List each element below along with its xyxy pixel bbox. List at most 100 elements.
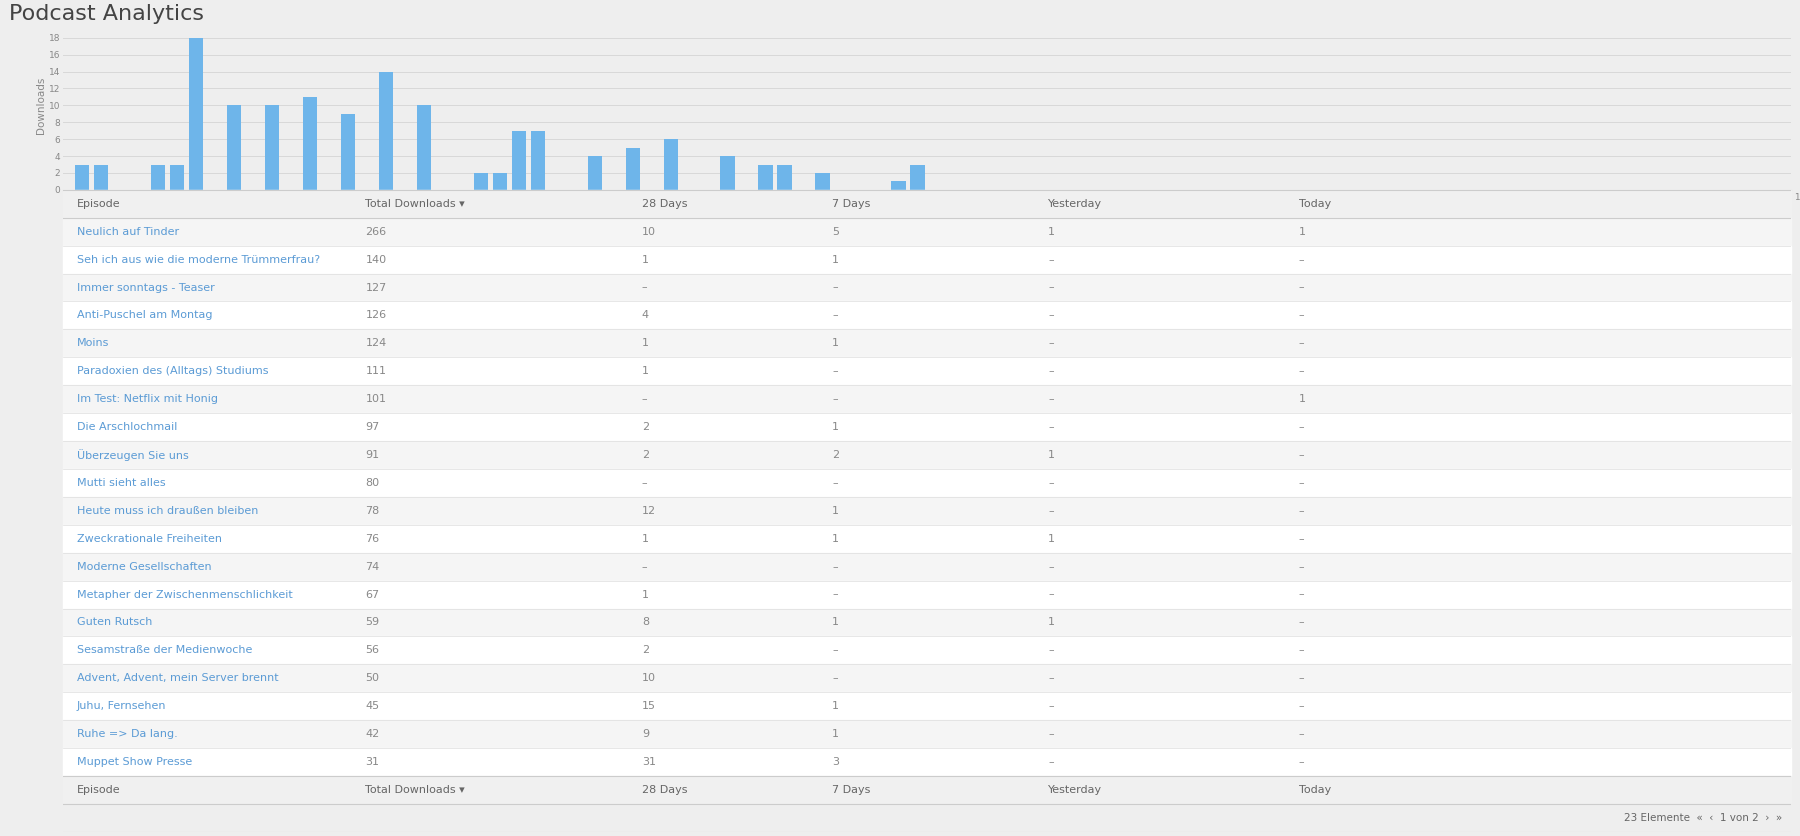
- Text: –: –: [1298, 645, 1305, 655]
- Text: 23 Elemente  «  ‹  1 von 2  ›  »: 23 Elemente « ‹ 1 von 2 › »: [1624, 813, 1782, 823]
- Text: 1: 1: [643, 533, 648, 543]
- Bar: [63, 357, 1791, 385]
- Text: –: –: [1048, 506, 1053, 516]
- Text: 2: 2: [643, 422, 650, 432]
- Bar: [63, 302, 1791, 329]
- Text: Seh ich aus wie die moderne Trümmerfrau?: Seh ich aus wie die moderne Trümmerfrau?: [77, 255, 320, 265]
- Text: 1: 1: [832, 701, 839, 711]
- Text: Total Downloads ▾: Total Downloads ▾: [365, 785, 464, 795]
- Text: 124: 124: [365, 339, 387, 349]
- Text: 4: 4: [643, 310, 650, 320]
- Bar: [587, 156, 601, 190]
- Text: –: –: [1298, 310, 1305, 320]
- Text: 1: 1: [1048, 227, 1055, 237]
- Text: 28 Days: 28 Days: [643, 199, 688, 209]
- Text: –: –: [1048, 701, 1053, 711]
- Bar: [63, 748, 1791, 776]
- Text: 31: 31: [643, 757, 655, 767]
- Text: 91: 91: [365, 450, 380, 460]
- Text: –: –: [1048, 589, 1053, 599]
- Bar: [63, 329, 1791, 357]
- Text: –: –: [1298, 757, 1305, 767]
- Text: 15: 15: [643, 701, 655, 711]
- Text: 67: 67: [365, 589, 380, 599]
- Text: 50: 50: [365, 673, 380, 683]
- Text: –: –: [1048, 255, 1053, 265]
- Text: –: –: [832, 395, 837, 404]
- Text: –: –: [1048, 283, 1053, 293]
- Bar: [63, 804, 1791, 832]
- Text: –: –: [1298, 729, 1305, 739]
- Text: 9: 9: [643, 729, 650, 739]
- Text: Guten Rutsch: Guten Rutsch: [77, 618, 153, 628]
- Text: Mutti sieht alles: Mutti sieht alles: [77, 478, 166, 488]
- Text: 1: 1: [643, 255, 648, 265]
- Text: 2: 2: [832, 450, 839, 460]
- Bar: [815, 173, 830, 190]
- Text: Metapher der Zwischenmenschlichkeit: Metapher der Zwischenmenschlichkeit: [77, 589, 293, 599]
- Text: –: –: [1048, 366, 1053, 376]
- Bar: [169, 165, 184, 190]
- Text: 10: 10: [643, 227, 655, 237]
- Text: 127: 127: [365, 283, 387, 293]
- Text: Im Test: Netflix mit Honig: Im Test: Netflix mit Honig: [77, 395, 218, 404]
- Text: 1: 1: [643, 366, 648, 376]
- Text: –: –: [1298, 673, 1305, 683]
- Text: –: –: [1298, 478, 1305, 488]
- Text: Immer sonntags - Teaser: Immer sonntags - Teaser: [77, 283, 214, 293]
- Text: Today: Today: [1298, 785, 1330, 795]
- Text: 1: 1: [643, 339, 648, 349]
- Bar: [63, 469, 1791, 497]
- Text: 1: 1: [1298, 395, 1305, 404]
- Text: –: –: [832, 673, 837, 683]
- Text: 12: 12: [643, 506, 655, 516]
- Text: Paradoxien des (Alltags) Studiums: Paradoxien des (Alltags) Studiums: [77, 366, 268, 376]
- Bar: [911, 165, 925, 190]
- Bar: [189, 38, 203, 190]
- Text: 1: 1: [832, 255, 839, 265]
- Text: Moins: Moins: [77, 339, 110, 349]
- Text: 59: 59: [365, 618, 380, 628]
- Text: –: –: [1048, 673, 1053, 683]
- Text: –: –: [832, 310, 837, 320]
- Text: –: –: [832, 283, 837, 293]
- Text: –: –: [832, 589, 837, 599]
- Text: –: –: [1298, 589, 1305, 599]
- Text: Yesterday: Yesterday: [1048, 199, 1102, 209]
- Text: Episode: Episode: [77, 785, 121, 795]
- Text: –: –: [832, 478, 837, 488]
- Text: 140: 140: [365, 255, 387, 265]
- Text: 101: 101: [365, 395, 387, 404]
- Text: –: –: [1298, 562, 1305, 572]
- Text: Sesamstraße der Medienwoche: Sesamstraße der Medienwoche: [77, 645, 252, 655]
- Text: –: –: [1048, 339, 1053, 349]
- Bar: [720, 156, 734, 190]
- Text: –: –: [1298, 283, 1305, 293]
- Bar: [511, 130, 526, 190]
- Bar: [778, 165, 792, 190]
- Bar: [63, 692, 1791, 720]
- Text: 111: 111: [365, 366, 387, 376]
- Text: 2: 2: [643, 450, 650, 460]
- Text: 78: 78: [365, 506, 380, 516]
- Text: –: –: [1048, 478, 1053, 488]
- Bar: [151, 165, 166, 190]
- Text: 1: 1: [1048, 450, 1055, 460]
- Text: –: –: [1048, 422, 1053, 432]
- Text: 266: 266: [365, 227, 387, 237]
- Bar: [302, 97, 317, 190]
- Text: 1: 1: [1048, 533, 1055, 543]
- Bar: [473, 173, 488, 190]
- Bar: [63, 441, 1791, 469]
- Bar: [63, 553, 1791, 581]
- Text: 74: 74: [365, 562, 380, 572]
- Text: –: –: [643, 283, 648, 293]
- Text: 1: 1: [643, 589, 648, 599]
- Text: 2: 2: [643, 645, 650, 655]
- Text: –: –: [1048, 310, 1053, 320]
- Text: –: –: [1048, 729, 1053, 739]
- Text: Heute muss ich draußen bleiben: Heute muss ich draußen bleiben: [77, 506, 257, 516]
- Text: –: –: [1298, 618, 1305, 628]
- Text: 1: 1: [832, 339, 839, 349]
- Bar: [63, 776, 1791, 804]
